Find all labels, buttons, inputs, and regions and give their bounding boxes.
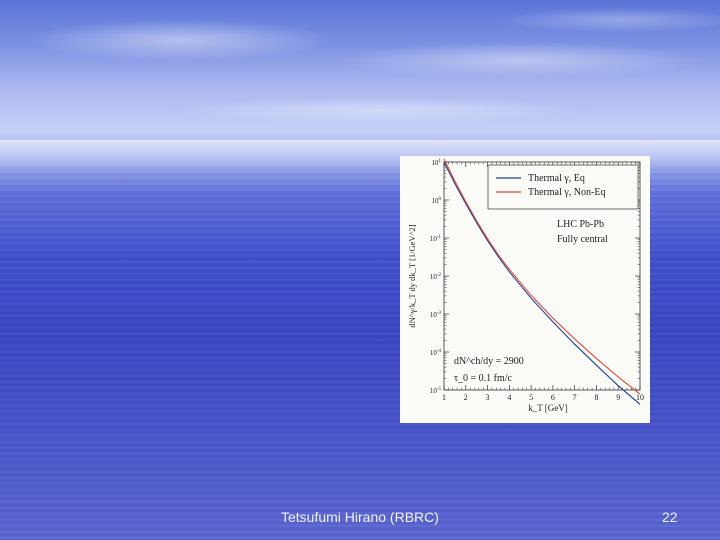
y-tick-label: 10-5 — [430, 387, 442, 395]
x-tick-label: 7 — [573, 393, 577, 402]
annotation-centrality: Fully central — [557, 234, 608, 245]
legend-label: Thermal γ, Eq — [528, 173, 585, 184]
page-number: 22 — [662, 509, 678, 525]
series-line-eq — [443, 161, 641, 405]
x-axis-label: k_T [GeV] — [528, 403, 568, 413]
y-tick-label: 101 — [432, 159, 442, 167]
x-tick-label: 9 — [616, 393, 620, 402]
x-tick-label: 10 — [636, 393, 644, 402]
x-tick-label: 1 — [442, 393, 446, 402]
x-tick-label: 3 — [486, 393, 490, 402]
annotation-multiplicity: dN^ch/dy = 2900 — [454, 356, 524, 367]
annotation-system: LHC Pb-Pb — [557, 219, 604, 230]
legend-label: Thermal γ, Non-Eq — [528, 187, 605, 198]
series-line-non-eq — [443, 158, 641, 395]
x-tick-label: 8 — [594, 393, 598, 402]
y-tick-label: 10-2 — [430, 273, 442, 281]
y-tick-label: 10-4 — [430, 349, 442, 357]
x-tick-label: 2 — [464, 393, 468, 402]
x-tick-label: 4 — [507, 393, 511, 402]
footer-author: Tetsufumi Hirano (RBRC) — [281, 509, 439, 525]
y-tick-label: 100 — [432, 197, 442, 205]
x-tick-label: 6 — [551, 393, 555, 402]
y-axis-label: dN^γ/k_T dy dk_T [1/GeV^2] — [407, 224, 417, 327]
chart-card: 1 2 3 4 5 6 7 8 9 10 101 100 10-1 10-2 10-3 10-4 10-5 k_T… — [400, 156, 650, 423]
annotation-tau: τ_0 = 0.1 fm/c — [454, 373, 513, 384]
legend-box — [487, 164, 639, 210]
x-tick-label: 5 — [529, 393, 533, 402]
y-tick-label: 10-3 — [430, 311, 442, 319]
photon-spectrum-chart: 1 2 3 4 5 6 7 8 9 10 101 100 10-1 10-2 10-3 10-4 10-5 k_T… — [407, 158, 644, 413]
y-tick-label: 10-1 — [430, 235, 442, 243]
legend: Thermal γ, Eq Thermal γ, Non-Eq — [487, 164, 639, 210]
